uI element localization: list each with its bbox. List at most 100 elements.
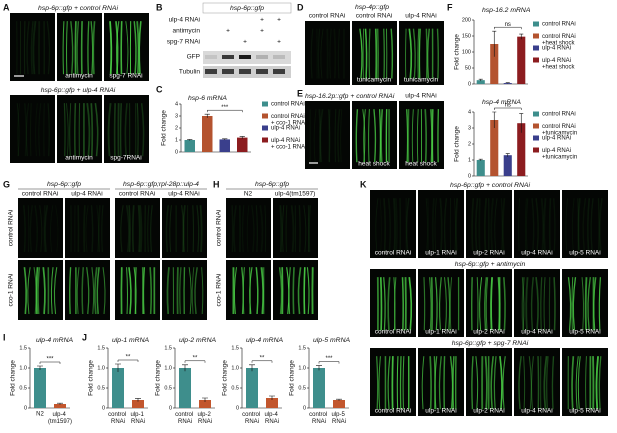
bar [202, 116, 213, 152]
micrograph [514, 348, 560, 416]
x-tick-label: ulp-4 RNAi [264, 412, 279, 425]
image-label: spg-7RNAi [110, 155, 141, 162]
error-bar [187, 139, 193, 141]
legend-label: control RNAi [542, 22, 576, 28]
worm [39, 205, 43, 253]
worm [378, 356, 381, 410]
worm [25, 103, 30, 157]
worm [290, 205, 295, 253]
worm [412, 28, 416, 79]
image-label: ulp-4 RNAi [521, 250, 552, 257]
worm [429, 356, 432, 410]
worm [479, 277, 483, 331]
y-tick-label: 50 [465, 65, 471, 71]
worm [490, 356, 494, 410]
worm [85, 205, 89, 253]
worm [379, 277, 383, 331]
x-tick-label: ulp-4 (tm1597) [48, 412, 72, 425]
error-bar [492, 111, 497, 128]
worm [328, 109, 331, 163]
y-tick-label: 1.0 [231, 365, 239, 371]
header-box [202, 2, 292, 14]
worm [260, 267, 265, 315]
worm [23, 205, 26, 253]
y-tick-label: 0.5 [164, 385, 172, 391]
worm [443, 277, 447, 331]
worm [23, 103, 28, 157]
worm [333, 28, 337, 79]
worm [166, 267, 170, 315]
x-tick-label: control RNAi [242, 412, 262, 425]
image-label: heat shock [358, 161, 390, 168]
worm [96, 267, 100, 315]
error-bar [249, 364, 255, 372]
blot-band [222, 69, 234, 74]
bar [517, 36, 526, 84]
worm [540, 198, 545, 252]
legend-swatch [533, 147, 539, 153]
worm [476, 277, 479, 331]
y-tick-label: 0 [468, 173, 471, 179]
worm [405, 28, 407, 79]
worm [577, 198, 581, 252]
worm [47, 103, 50, 157]
worm [142, 267, 146, 315]
error-bar [239, 136, 245, 139]
significance-label: *** [221, 105, 229, 111]
row-label: antimycin [173, 28, 201, 35]
blot-label: Tubulin [179, 69, 200, 76]
worm [134, 267, 137, 315]
worm [194, 267, 198, 315]
legend-swatch [533, 45, 539, 51]
worm [124, 103, 128, 157]
significance-label: *** [325, 356, 333, 362]
worm [298, 205, 301, 253]
worm [90, 103, 94, 157]
worm [119, 103, 122, 157]
panel-label: E [297, 88, 303, 98]
worm [571, 198, 575, 252]
worm [587, 277, 591, 331]
worm [329, 28, 332, 79]
worm [577, 356, 581, 410]
worm [44, 205, 49, 253]
worm [16, 103, 20, 157]
worm [521, 277, 525, 331]
worm [32, 21, 37, 75]
worm [383, 277, 386, 331]
significance-bracket [494, 107, 522, 110]
row-label: cco-1 RNAi [216, 274, 223, 307]
worm [180, 205, 185, 253]
panel-label: K [360, 179, 367, 189]
worm [474, 198, 479, 252]
worm [140, 103, 145, 157]
worm [379, 198, 382, 252]
panel-label: H [213, 179, 220, 189]
bar [199, 400, 211, 408]
worm [50, 267, 54, 315]
worm [545, 356, 549, 410]
worm [90, 205, 94, 253]
worm [490, 198, 494, 252]
legend-label: control RNAi + cco-1 RNAi [271, 114, 307, 127]
micrograph [352, 21, 397, 85]
worm [590, 198, 594, 252]
column-label: control RNAi [356, 13, 392, 20]
worm [434, 277, 438, 331]
worm [598, 277, 601, 331]
y-tick-label: 0 [468, 81, 471, 87]
worm [499, 356, 503, 410]
worm [26, 21, 30, 75]
chart-title: hsp-16.2 mRNA [482, 7, 531, 14]
blot-band [273, 69, 285, 74]
worm [572, 277, 577, 331]
image-label: ulp-2 RNAi [473, 329, 504, 336]
worm [597, 198, 600, 252]
legend-label: ulp-4 RNAi +tunicamycin [542, 148, 577, 161]
micrograph [162, 198, 207, 258]
worm [201, 267, 204, 315]
x-tick-label: control RNAi [108, 412, 128, 425]
row-label: spg-7 RNAi [167, 39, 200, 46]
worm [278, 267, 283, 315]
significance-label: ns [505, 103, 511, 109]
